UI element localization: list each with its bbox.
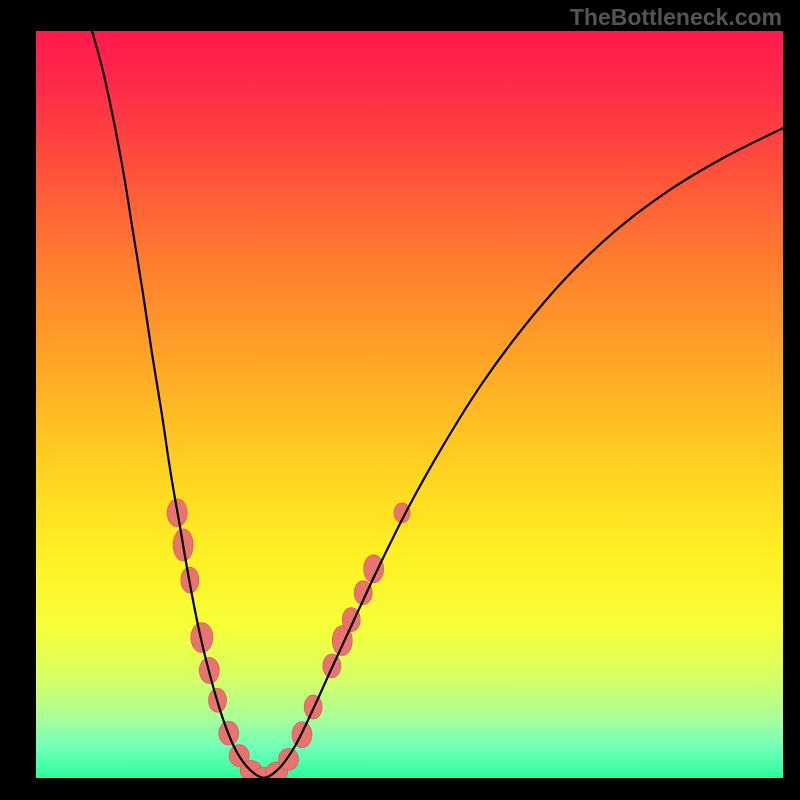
curves-overlay <box>0 0 800 800</box>
watermark-text: TheBottleneck.com <box>570 4 782 31</box>
curve-marker <box>191 623 213 653</box>
curve-left <box>92 31 264 778</box>
curve-right <box>264 128 783 778</box>
